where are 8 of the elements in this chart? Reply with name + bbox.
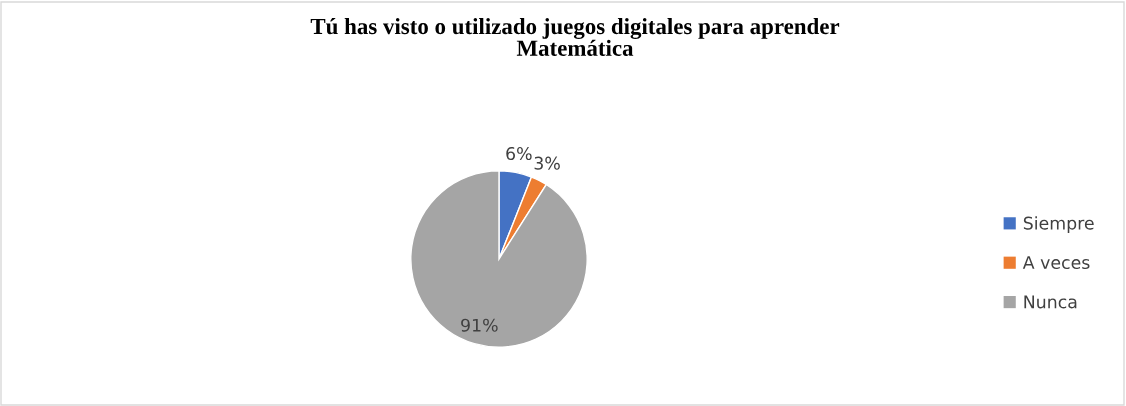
data-label: 91%	[461, 318, 498, 332]
pie-slice	[410, 170, 588, 348]
chart-title: Tú has visto o utilizado juegos digitales para aprender Matemática	[310, 18, 840, 56]
legend-label: Nunca	[1024, 295, 1077, 309]
legend-label: A veces	[1022, 256, 1090, 270]
legend-label: Siempre	[1023, 216, 1094, 234]
data-label: 3%	[534, 156, 560, 170]
data-label: 6%	[506, 146, 532, 161]
